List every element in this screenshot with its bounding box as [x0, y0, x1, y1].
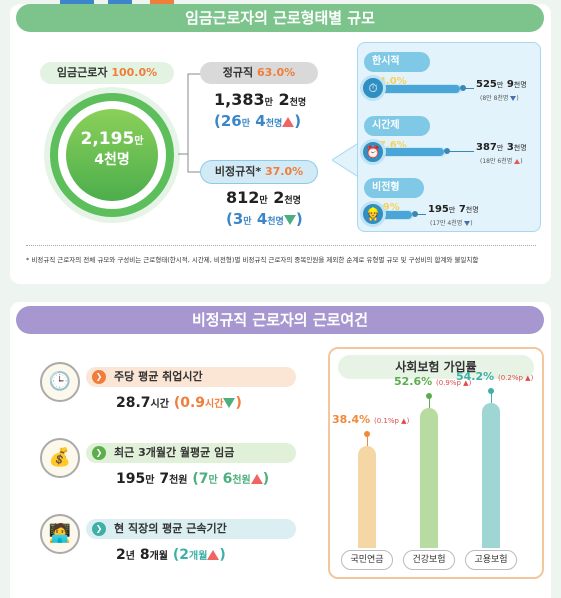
- total-value-main: 2,195: [80, 129, 135, 149]
- subtype-parttime-bar: [372, 148, 444, 156]
- subtype-temporary-dot: [460, 85, 466, 91]
- nonregular-value: 812만 2천명: [226, 188, 301, 207]
- footnote-divider: [26, 245, 536, 246]
- regular-label-pill: 정규직 63.0%: [200, 62, 318, 84]
- total-value-sub: 4천명: [94, 152, 130, 168]
- chevron-right-icon: ❯: [92, 370, 106, 384]
- condition-wage-value: 195만 7천원 (7만 6천원): [116, 471, 270, 487]
- regular-pct: 63.0%: [257, 66, 296, 79]
- chart-dot-1: [426, 392, 432, 399]
- subtype-parttime-pill: 시간제 17.6%: [364, 116, 430, 151]
- subtype-temporary-note: (8만 8천명 ): [480, 95, 519, 102]
- footnote: * 비정규직 근로자의 전체 규모와 구성비는 근로형태(한시적, 시간제, 비…: [26, 256, 479, 264]
- total-pct: 100.0%: [111, 66, 158, 79]
- chart-value-label-2: 54.2% (0.2%p ▲): [456, 370, 534, 384]
- subtype-atypical-value: 195만 7천명: [428, 204, 479, 215]
- condition-wage-pill: ❯ 최근 3개월간 월평균 임금: [86, 443, 296, 463]
- chart-category-0: 국민연금: [341, 550, 393, 570]
- chart-stem-2: [491, 391, 492, 404]
- chart-value-label-1: 52.6% (0.9%p ▲): [394, 374, 472, 388]
- condition-hours-pill: ❯ 주당 평균 취업시간: [86, 367, 296, 387]
- regular-change: (26만 4천명): [214, 112, 302, 130]
- up-arrow-icon: [282, 116, 295, 127]
- section-title-conditions: 비정규직 근로자의 근로여건: [16, 306, 544, 334]
- chart-dot-2: [488, 388, 494, 395]
- chart-bar-2: [482, 403, 500, 548]
- total-circle: 2,195만 4천명: [66, 109, 158, 201]
- section-title-employment: 임금근로자의 근로형태별 규모: [16, 4, 544, 32]
- chart-dot-0: [364, 430, 370, 437]
- chart-category-1: 건강보험: [403, 550, 455, 570]
- subtype-parttime-note: (18만 6천명 ): [480, 158, 523, 165]
- subtype-atypical-note: (17만 4천명 ): [430, 220, 473, 227]
- regular-label: 정규직: [222, 66, 254, 79]
- chevron-right-icon: ❯: [92, 522, 106, 536]
- regular-value: 1,383만 2천명: [214, 90, 307, 109]
- nonregular-pct: 37.0%: [264, 165, 304, 178]
- subtype-atypical-bar: [372, 211, 412, 219]
- nonregular-label-pill: 비정규직* 37.0%: [200, 160, 318, 184]
- down-arrow-icon: [223, 398, 236, 408]
- up-arrow-icon: [207, 550, 220, 560]
- tree-connector: [178, 73, 208, 173]
- subtype-temporary-bar: [372, 85, 460, 93]
- desk-worker-icon: 🧑‍💻: [40, 514, 80, 554]
- up-arrow-icon: [250, 474, 263, 484]
- total-value-unit: 만: [134, 136, 144, 147]
- condition-tenure-value: 2년 8개월 (2개월): [116, 547, 226, 563]
- chart-bar-1: [420, 407, 438, 548]
- subtype-atypical-dot: [412, 211, 418, 217]
- coins-icon: 💰: [40, 438, 80, 478]
- subtype-parttime-value: 387만 3천명: [476, 142, 527, 153]
- subtype-atypical-pill: 비전형 8.9%: [364, 178, 424, 213]
- total-label: 임금근로자: [56, 66, 108, 79]
- total-label-pill: 임금근로자 100.0%: [40, 62, 174, 84]
- chart-value-label-0: 38.4% (0.1%p ▲): [332, 412, 410, 426]
- nonregular-change: (3만 4천명): [226, 210, 303, 228]
- alarm-icon: ⏰: [360, 139, 386, 165]
- nonregular-subtype-box: [357, 42, 541, 232]
- worker-icon: 👷: [360, 201, 386, 227]
- chart-stem-0: [367, 433, 368, 446]
- subtype-parttime-dot: [444, 148, 450, 154]
- chart-bar-0: [358, 445, 376, 548]
- clock-person-icon: 🕒: [40, 362, 80, 402]
- top-accent-bar: [0, 0, 561, 4]
- subtype-temporary-value: 525만 9천명: [476, 79, 527, 90]
- chart-category-2: 고용보험: [465, 550, 517, 570]
- nonregular-label: 비정규직*: [214, 165, 262, 178]
- chart-stem-1: [429, 395, 430, 408]
- callout-pointer: [332, 142, 360, 178]
- subtype-atypical-leader: [414, 214, 426, 215]
- clock-icon: ⏱: [360, 75, 386, 101]
- chart-title: 사회보험 가입률: [338, 355, 534, 379]
- subtype-temporary-pill: 한시적 24.0%: [364, 52, 430, 87]
- condition-tenure-pill: ❯ 현 직장의 평균 근속기간: [86, 519, 296, 539]
- chevron-right-icon: ❯: [92, 446, 106, 460]
- down-arrow-icon: [283, 214, 296, 225]
- condition-hours-value: 28.7시간 (0.9시간): [116, 395, 242, 411]
- subtype-parttime-leader: [446, 151, 474, 152]
- subtype-temporary-leader: [462, 88, 474, 89]
